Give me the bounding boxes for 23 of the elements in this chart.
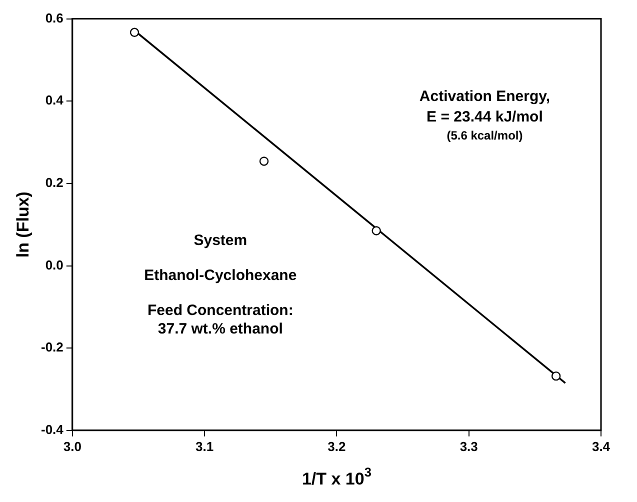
- y-tick-label: 0.2: [45, 175, 64, 190]
- y-tick-label: 0.0: [45, 257, 64, 272]
- y-tick-label: 0.4: [45, 92, 64, 108]
- x-tick-label: 3.0: [63, 438, 82, 454]
- x-tick-label: 3.3: [460, 438, 478, 454]
- y-tick-label: 0.6: [45, 10, 64, 26]
- x-tick-label: 3.1: [196, 438, 214, 454]
- annotation: Feed Concentration:: [147, 302, 294, 320]
- annotation: Activation Energy,: [419, 88, 550, 106]
- point: [130, 28, 140, 37]
- x-tick-label: 3.2: [328, 438, 346, 454]
- annotation: 37.7 wt.% ethanol: [158, 320, 283, 338]
- y-tick-label: -0.4: [40, 422, 64, 437]
- y-axis-title: ln (Flux): [14, 192, 33, 258]
- x-tick-label: 3.4: [592, 438, 611, 454]
- point: [551, 371, 561, 381]
- annotation: Ethanol-Cyclohexane: [144, 267, 297, 284]
- annotation: System: [194, 232, 248, 250]
- point: [372, 226, 381, 236]
- annotation: E = 23.44 kJ/mol: [426, 108, 543, 126]
- y-tick-label: -0.2: [40, 340, 64, 355]
- point: [259, 156, 269, 166]
- annotation: (5.6 kcal/mol): [446, 128, 523, 142]
